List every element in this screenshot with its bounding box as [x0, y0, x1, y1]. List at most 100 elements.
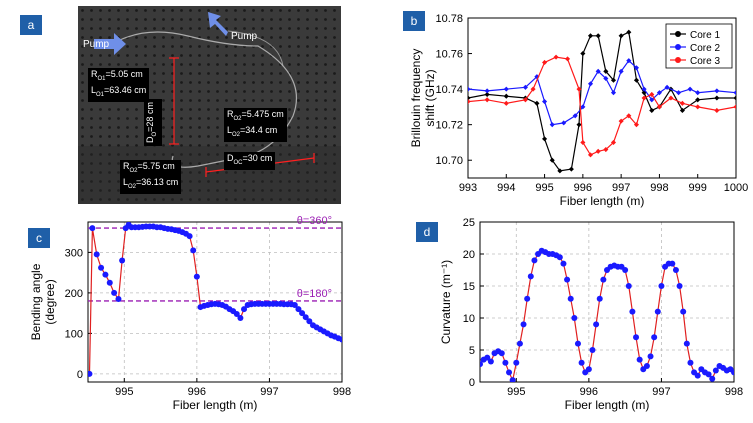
reference-label: θ=180°: [297, 288, 332, 300]
data-point: [339, 336, 342, 343]
data-point: [498, 350, 505, 357]
y-tick-label: 5: [469, 345, 475, 357]
panel-a-tag: a: [20, 15, 42, 35]
chart-c: 995 996 997 998 0 100 200 300 Fiber length (m) Be…: [29, 215, 351, 412]
data-point: [676, 90, 682, 96]
data-point: [589, 347, 596, 353]
legend-label: Core 1: [690, 30, 720, 41]
legend-marker: [675, 57, 681, 63]
legend-marker: [675, 31, 681, 37]
data-point: [98, 264, 105, 271]
data-point: [89, 225, 96, 232]
data-point: [509, 377, 516, 382]
y-tick-label: 200: [65, 288, 83, 300]
x-tick-label: 998: [333, 386, 351, 398]
data-point: [712, 367, 719, 374]
plot-frame: [87, 221, 343, 383]
data-point: [687, 359, 694, 366]
data-point: [502, 359, 509, 366]
data-point: [506, 369, 513, 376]
data-point: [527, 273, 534, 280]
x-tick-label: 997: [260, 386, 278, 398]
data-point: [484, 97, 490, 103]
data-point: [580, 51, 586, 57]
legend-marker: [675, 44, 681, 50]
data-point: [651, 334, 658, 341]
x-tick-label: 996: [580, 386, 598, 398]
series-group: [480, 247, 734, 382]
y-axis-label: Bending angle(degree): [29, 263, 57, 340]
data-point: [468, 99, 471, 105]
data-point: [571, 315, 578, 321]
data-point: [733, 104, 736, 110]
data-point: [714, 107, 720, 113]
x-tick-label: 995: [115, 386, 133, 398]
data-point: [487, 358, 494, 365]
experiment-photo: Pump Pump RO1=5.05 cm LO1=63.46 cm DO=28…: [78, 6, 341, 204]
data-point: [503, 100, 509, 106]
data-point: [600, 276, 607, 283]
y-axis-label: Brillouin frequencyshift (GHz): [409, 49, 437, 148]
y-tick-label: 10.78: [435, 13, 463, 25]
x-axis-label: Fiber length (m): [173, 398, 258, 412]
data-point: [595, 33, 601, 39]
data-point: [484, 354, 491, 361]
pump-label-right: Pump: [231, 31, 258, 42]
series-line: [468, 56, 736, 156]
data-point: [694, 372, 701, 379]
data-point: [585, 366, 592, 373]
data-point: [524, 295, 531, 302]
data-point: [587, 81, 594, 87]
y-tick-label: 10.74: [435, 84, 463, 96]
data-point: [295, 306, 302, 313]
data-point: [633, 334, 640, 341]
y-tick-label: 0: [77, 369, 83, 381]
data-point: [549, 122, 555, 128]
x-tick-label: 998: [725, 386, 743, 398]
data-point: [531, 257, 538, 264]
data-point: [557, 168, 563, 174]
data-point: [714, 95, 720, 101]
data-point: [733, 90, 736, 96]
data-point: [625, 283, 632, 289]
chart-b: 993 994 995 996 997 998 999 1000 10.70 10.72 10.74…: [409, 13, 748, 208]
data-point: [636, 356, 643, 363]
data-point: [503, 93, 509, 99]
data-point: [302, 314, 309, 321]
data-point: [633, 65, 640, 71]
data-point: [503, 86, 509, 92]
y-tick-label: 20: [463, 249, 475, 261]
data-point: [193, 273, 200, 280]
data-point: [564, 276, 571, 283]
data-point: [237, 315, 244, 321]
data-point: [574, 340, 581, 347]
reference-label: θ=360°: [297, 215, 332, 227]
data-point: [705, 371, 712, 378]
panel-b-tag: b: [403, 11, 425, 31]
data-point: [299, 310, 306, 317]
data-point: [241, 306, 248, 313]
data-point: [88, 370, 93, 377]
x-tick-label: 1000: [724, 182, 748, 194]
x-tick-label: 998: [650, 182, 668, 194]
legend-label: Core 2: [690, 43, 720, 54]
data-point: [709, 375, 716, 382]
chart-d: 995 996 997 998 0 5 10 15 20 25 Fiber length (m) Cu…: [439, 217, 743, 412]
legend-label: Core 3: [690, 56, 720, 67]
y-axis-label: Curvature (m⁻¹): [439, 260, 453, 344]
panel-d-tag: d: [416, 222, 438, 242]
y-tick-label: 10: [463, 313, 475, 325]
y-tick-label: 10.70: [435, 155, 463, 167]
data-point: [618, 33, 624, 39]
pump-arrow-left: [94, 33, 126, 55]
y-tick-label: 100: [65, 328, 83, 340]
pump-arrow-right: [208, 12, 228, 36]
data-point: [556, 254, 563, 261]
data-point: [564, 56, 571, 62]
data-point: [658, 283, 665, 289]
x-tick-label: 994: [497, 182, 515, 194]
data-point: [593, 321, 600, 328]
plot-frame: [479, 221, 735, 383]
x-tick-label: 996: [574, 182, 592, 194]
data-point: [731, 369, 734, 376]
